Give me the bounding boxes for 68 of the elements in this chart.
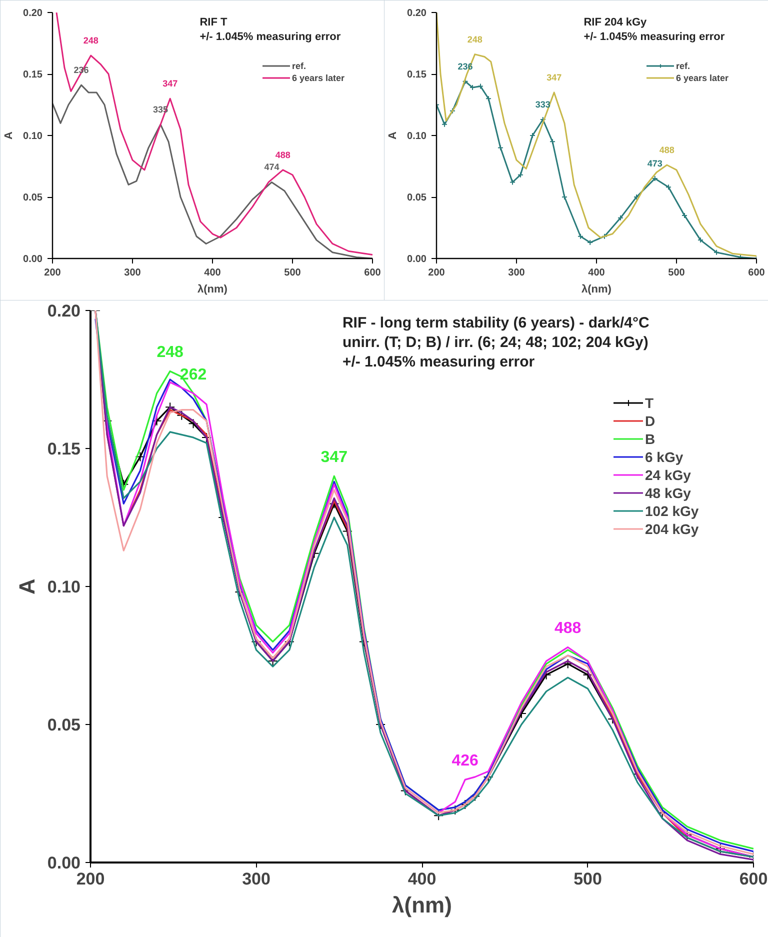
y-axis-title: A [387,131,400,140]
x-tick-label: 600 [748,268,766,278]
annotation: 488 [659,145,674,156]
y-tick-label: 0.20 [407,8,427,19]
legend-label: T [645,394,655,410]
y-tick-label: 0.10 [407,131,427,142]
x-tick-label: 500 [284,268,302,278]
legend-label: 6 years later [292,72,345,83]
y-tick-label: 0.00 [407,254,427,265]
legend-label: 6 years later [676,72,729,83]
annotation: +/- 1.045% measuring error [342,354,535,370]
x-tick-label: 600 [739,870,768,888]
annotation: 248 [467,34,482,44]
y-tick-label: 0.00 [47,854,81,872]
y-tick-label: 0.05 [23,192,43,204]
legend-label: 48 kGy [645,484,691,500]
x-axis-title: λ(nm) [392,892,452,918]
chart-title: RIF T [200,16,228,28]
y-tick-label: 0.15 [47,440,81,458]
y-tick-label: 0.20 [47,302,81,320]
chart-title: RIF 204 kGy [584,16,648,28]
annotation: 426 [452,752,479,770]
x-tick-label: 200 [44,268,62,278]
y-tick-label: 0.20 [23,8,43,19]
annotation: 473 [647,158,662,169]
legend-label: 6 kGy [645,448,684,464]
y-tick-label: 0.05 [47,716,81,734]
y-tick-label: 0.10 [47,578,81,596]
x-tick-label: 500 [574,870,602,888]
y-tick-label: 0.15 [23,70,43,80]
y-axis-title: A [3,131,16,140]
legend-label: ref. [292,60,308,71]
x-tick-label: 500 [668,268,686,278]
annotation: 488 [275,150,290,160]
x-tick-label: 300 [124,268,142,278]
x-tick-label: 300 [242,870,270,888]
annotation: 248 [83,36,98,46]
y-axis-title: A [14,578,40,594]
y-tick-label: 0.00 [23,254,43,265]
y-tick-label: 0.10 [23,131,43,142]
legend-label: 24 kGy [645,466,691,482]
x-axis-title: λ(nm) [198,284,228,296]
y-tick-label: 0.15 [407,70,427,80]
y-tick-label: 0.05 [407,192,427,204]
annotation: 347 [320,449,348,466]
x-tick-label: 300 [508,268,526,278]
annotation: 262 [180,366,207,384]
text: +/- 1.045% measuring error [584,30,726,43]
x-tick-label: 200 [76,870,105,888]
legend-label: D [645,412,656,428]
x-tick-label: 400 [204,268,222,278]
x-tick-label: 400 [408,870,436,888]
x-axis-title: λ(nm) [582,284,612,296]
legend-label: B [645,430,656,446]
legend-label: 204 kGy [645,520,699,536]
annotation: 347 [162,78,178,89]
text: unirr. (T; D; B) / irr. (6; 24; 48; 102; 204 kGy) [342,334,648,351]
chart-title: RIF - long term stability (6 years) - dark/4°C [342,314,650,332]
text: +/- 1.045% measuring error [200,30,342,43]
legend-label: ref. [676,60,692,71]
annotation: 347 [546,72,562,82]
annotation: 474 [264,162,280,172]
x-tick-label: 400 [588,268,606,278]
x-tick-label: 200 [428,268,446,278]
annotation: 248 [156,344,184,362]
annotation: 488 [554,620,582,638]
x-tick-label: 600 [364,268,382,278]
legend-label: 102 kGy [645,502,699,518]
